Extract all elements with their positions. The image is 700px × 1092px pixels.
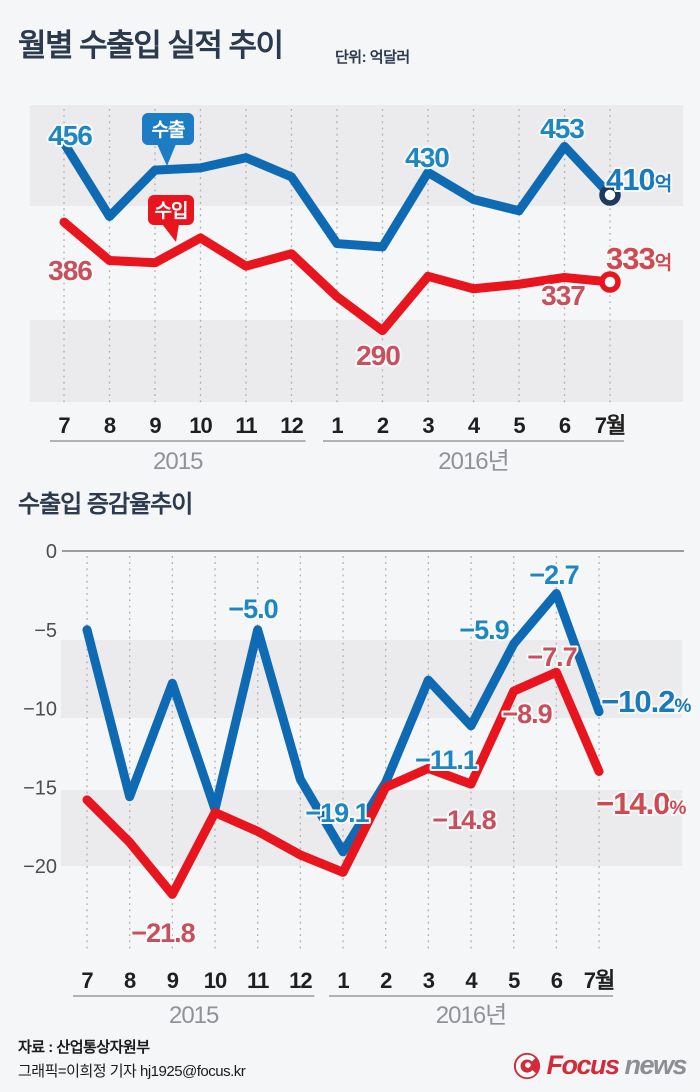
month-label: 7: [81, 968, 93, 993]
legend-badge-tail: [162, 224, 179, 242]
month-label: 3: [422, 413, 434, 438]
y-axis-tick: −20: [23, 856, 57, 878]
month-label: 2: [377, 413, 389, 438]
month-label: 12: [280, 413, 303, 438]
value-label: 337: [541, 280, 585, 311]
value-label: 456: [48, 120, 92, 151]
month-label: 11: [235, 413, 257, 438]
value-label: −5.9: [459, 615, 509, 645]
month-label: 4: [468, 413, 481, 438]
value-label: −19.1: [305, 798, 369, 828]
month-label: 5: [513, 413, 525, 438]
export-line: [59, 138, 615, 252]
year-label: 2015: [169, 1002, 219, 1029]
month-label: 7: [58, 413, 70, 438]
background-stripe: [30, 105, 683, 206]
month-label: 7월: [584, 968, 614, 993]
value-label: −8.9: [502, 699, 552, 729]
value-label: 290: [356, 340, 400, 371]
value-label: 430: [405, 142, 449, 173]
logo-suffix: news: [624, 1050, 687, 1080]
export-end-marker: [599, 184, 621, 206]
legend-badge-label: 수입: [155, 200, 188, 222]
value-label: 333억: [606, 241, 671, 276]
value-label: 386: [48, 255, 92, 286]
import-line: [59, 217, 615, 336]
year-label: 2016년: [438, 448, 508, 475]
import-end-marker: [599, 271, 621, 293]
month-label: 9: [167, 968, 179, 993]
year-label: 2015: [153, 448, 203, 475]
month-label: 2: [380, 968, 392, 993]
month-label: 6: [559, 413, 571, 438]
legend-badge-tail: [157, 144, 176, 166]
value-label: −10.2%: [601, 684, 691, 719]
month-label: 7월: [595, 413, 625, 438]
month-label: 5: [508, 968, 520, 993]
month-label: 8: [104, 413, 116, 438]
month-label: 10: [204, 968, 227, 993]
source-text: 자료 : 산업통상자원부: [18, 1039, 150, 1056]
y-axis-tick: −10: [23, 699, 57, 721]
value-label: −2.7: [529, 560, 578, 590]
value-label: 453: [540, 113, 584, 144]
focus-news-logo-icon: [514, 1052, 541, 1079]
year-label: 2016년: [436, 1002, 506, 1029]
month-label: 8: [124, 968, 136, 993]
month-label: 1: [331, 413, 343, 438]
focus-news-logo: Focus news: [512, 1050, 687, 1081]
credit-text: 그래픽=이희정 기자 hj1925@focus.kr: [18, 1063, 246, 1080]
export-legend-badge: [142, 113, 194, 145]
month-label: 6: [551, 968, 563, 993]
month-label: 11: [247, 968, 269, 993]
page-title: 월별 수출입 실적 추이: [18, 28, 284, 63]
growth-chart-title: 수출입 증감율추이: [18, 491, 193, 518]
value-label: −7.7: [527, 642, 576, 672]
month-label: 10: [189, 413, 212, 438]
month-label: 9: [149, 413, 161, 438]
month-label: 12: [289, 968, 312, 993]
unit-label: 단위: 억달러: [335, 49, 410, 66]
value-label: −14.8: [432, 805, 496, 835]
background-stripe: [30, 320, 683, 402]
legend-badge-label: 수출: [152, 119, 185, 141]
logo-brand: Focus: [546, 1050, 620, 1080]
y-axis-tick: −5: [34, 620, 57, 642]
export-line: [82, 589, 604, 857]
month-label: 3: [423, 968, 435, 993]
value-label: −21.8: [131, 918, 195, 948]
y-axis-tick: 0: [46, 541, 57, 563]
value-label: −5.0: [228, 594, 277, 624]
month-label: 1: [337, 968, 349, 993]
import-legend-badge: [148, 195, 194, 225]
value-label: −14.0%: [596, 786, 686, 821]
import-line: [82, 667, 604, 899]
y-axis-tick: −15: [23, 777, 57, 799]
month-label: 4: [465, 968, 478, 993]
value-label: −11.1: [415, 745, 478, 775]
